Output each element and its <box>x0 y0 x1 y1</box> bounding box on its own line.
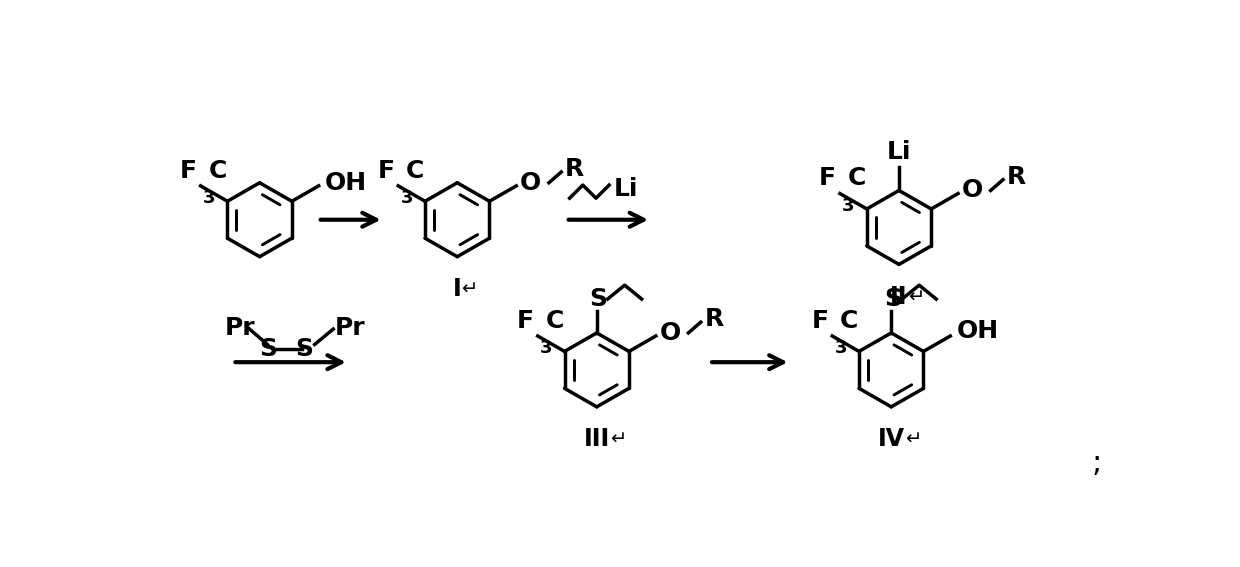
Text: Pr: Pr <box>335 315 366 340</box>
Text: OH: OH <box>956 319 998 344</box>
Text: ↵: ↵ <box>908 287 924 306</box>
Text: ↵: ↵ <box>461 280 477 299</box>
Text: R: R <box>704 307 724 331</box>
Text: 3: 3 <box>401 189 413 207</box>
Text: O: O <box>521 171 542 195</box>
Text: C: C <box>546 309 564 333</box>
Text: Pr: Pr <box>224 315 255 340</box>
Text: R: R <box>565 157 584 181</box>
Text: C: C <box>405 159 424 183</box>
Text: S: S <box>884 287 901 311</box>
Text: S: S <box>589 287 608 311</box>
Text: I: I <box>453 277 461 301</box>
Text: ;: ; <box>1091 448 1102 477</box>
Text: S: S <box>295 337 312 361</box>
Text: F: F <box>180 159 197 183</box>
Text: O: O <box>962 179 983 202</box>
Text: C: C <box>848 167 866 191</box>
Text: OH: OH <box>325 171 367 195</box>
Text: C: C <box>208 159 227 183</box>
Text: 3: 3 <box>842 197 854 215</box>
Text: II: II <box>890 285 908 308</box>
Text: Li: Li <box>614 177 639 201</box>
Text: 3: 3 <box>835 339 847 357</box>
Text: R: R <box>1007 164 1027 189</box>
Text: IV: IV <box>878 427 905 451</box>
Text: C: C <box>839 309 858 333</box>
Text: Li: Li <box>887 140 911 164</box>
Text: 3: 3 <box>203 189 216 207</box>
Text: F: F <box>811 309 828 333</box>
Text: 3: 3 <box>539 339 553 357</box>
Text: F: F <box>820 167 836 191</box>
Text: S: S <box>259 337 278 361</box>
Text: ↵: ↵ <box>905 430 921 448</box>
Text: F: F <box>377 159 394 183</box>
Text: III: III <box>584 427 610 451</box>
Text: ↵: ↵ <box>610 430 626 448</box>
Text: O: O <box>660 321 681 345</box>
Text: F: F <box>517 309 533 333</box>
